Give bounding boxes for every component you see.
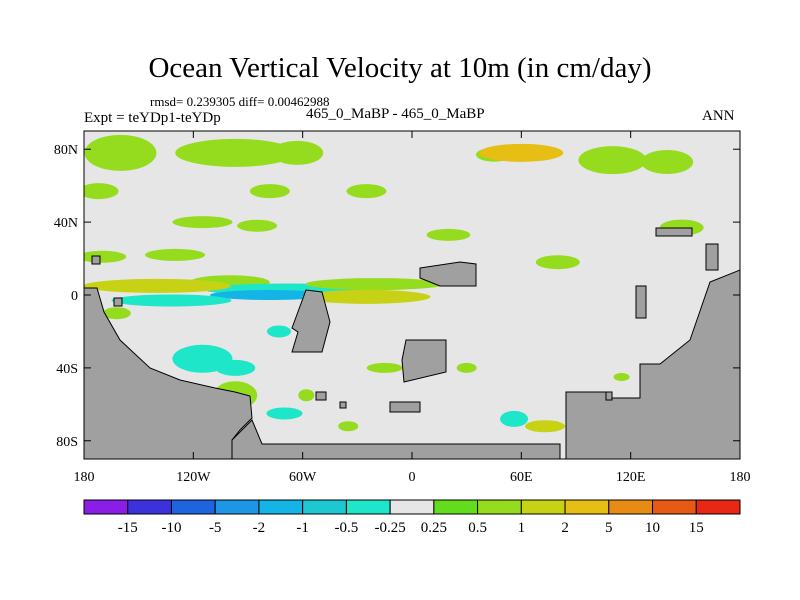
- land-mass: [635, 285, 647, 319]
- legend-label: 5: [605, 520, 613, 536]
- experiment-label: Expt = teYDp1-teYDp: [84, 110, 221, 126]
- legend-swatch: [170, 499, 216, 515]
- field-anomaly: [102, 307, 131, 320]
- land-mass: [231, 419, 561, 459]
- field-anomaly: [145, 248, 206, 261]
- field-anomaly: [84, 278, 231, 293]
- legend-label: 15: [689, 520, 704, 536]
- field-anomaly: [209, 290, 330, 300]
- legend-label: -15: [118, 520, 138, 536]
- field-anomaly: [366, 362, 403, 373]
- legend-swatch: [345, 499, 391, 515]
- field-anomaly: [346, 184, 387, 199]
- field-anomaly: [271, 140, 324, 165]
- y-tick-label: 40N: [54, 216, 78, 231]
- field-anomaly: [266, 325, 291, 338]
- land-mass: [605, 391, 613, 401]
- land-mass: [401, 339, 447, 383]
- case-label: 465_0_MaBP - 465_0_MaBP: [306, 106, 485, 122]
- legend-label: 2: [561, 520, 569, 536]
- stats-label: rmsd= 0.239305 diff= 0.00462988: [150, 94, 330, 109]
- field-anomaly: [456, 362, 477, 373]
- x-tick-label: 0: [409, 470, 416, 485]
- field-anomaly: [84, 134, 157, 171]
- field-anomaly: [563, 199, 592, 212]
- map-axes: 180 120W 60W 0 60E 120E 180 80N 40N 0 40S 80S: [54, 130, 751, 485]
- field-anomaly: [525, 420, 566, 433]
- field-anomaly: [84, 183, 119, 200]
- land-mass: [655, 227, 693, 237]
- land-mass: [113, 297, 123, 307]
- field-anomaly: [302, 289, 431, 304]
- field-anomaly: [84, 250, 127, 263]
- land-mass: [339, 401, 347, 409]
- legend-label: 10: [645, 520, 660, 536]
- legend-swatch: [652, 499, 697, 515]
- x-tick-label: 180: [730, 470, 751, 485]
- legend-swatch: [389, 499, 435, 515]
- legend-swatch: [127, 499, 172, 515]
- legend-label: 0.5: [468, 520, 487, 536]
- legend-swatch: [477, 499, 522, 515]
- field-anomaly: [525, 181, 554, 198]
- land-mass: [705, 243, 719, 271]
- chart-title: Ocean Vertical Velocity at 10m (in cm/da…: [148, 52, 652, 84]
- field-anomaly: [641, 149, 694, 174]
- x-tick-label: 60W: [289, 470, 317, 485]
- legend-label: -2: [253, 520, 266, 536]
- field-anomaly: [237, 219, 278, 232]
- legend-swatch: [258, 499, 304, 515]
- field-anomaly: [305, 278, 446, 291]
- land-mass: [291, 289, 331, 353]
- field-anomaly: [500, 410, 529, 427]
- field-anomaly: [266, 407, 303, 420]
- legend-label: -0.5: [335, 520, 359, 536]
- land-mass: [419, 261, 477, 287]
- y-tick-label: 40S: [56, 362, 78, 377]
- legend-label: -5: [209, 520, 222, 536]
- field-anomaly: [298, 389, 315, 402]
- field-anomaly: [479, 143, 564, 162]
- land-mass: [91, 255, 101, 265]
- legend-swatch: [608, 499, 654, 515]
- land-mass: [315, 391, 327, 401]
- y-tick-label: 0: [71, 289, 78, 304]
- legend-label: -10: [161, 520, 181, 536]
- y-tick-label: 80S: [56, 435, 78, 450]
- field-anomaly: [172, 216, 233, 229]
- field-anomaly: [338, 421, 359, 432]
- x-tick-label: 60E: [510, 470, 533, 485]
- legend-label: -1: [296, 520, 309, 536]
- field-anomaly: [535, 255, 580, 270]
- field-anomaly: [578, 146, 647, 175]
- x-tick-label: 120E: [616, 470, 646, 485]
- legend-swatch: [433, 499, 479, 515]
- legend-swatch: [695, 499, 741, 515]
- field-anomaly: [215, 359, 256, 376]
- legend-label: -0.25: [375, 520, 406, 536]
- y-tick-label: 80N: [54, 143, 78, 158]
- field-anomaly: [613, 373, 630, 381]
- legend-swatch: [564, 499, 610, 515]
- legend-swatch: [214, 499, 260, 515]
- x-tick-label: 180: [74, 470, 95, 485]
- legend-swatch: [83, 499, 129, 515]
- legend-swatch: [520, 499, 566, 515]
- x-tick-label: 120W: [176, 470, 211, 485]
- legend-swatch: [302, 499, 347, 515]
- legend-label: 0.25: [421, 520, 447, 536]
- land-mass: [389, 401, 421, 413]
- legend-label: 1: [518, 520, 526, 536]
- color-legend: -15 -10 -5 -2 -1 -0.5 -0.25 0.25 0.5 1 2 5 10 15: [83, 499, 741, 536]
- field-anomaly: [249, 184, 290, 199]
- field-anomaly: [111, 294, 232, 307]
- field-anomaly: [426, 228, 471, 241]
- season-label: ANN: [702, 108, 735, 124]
- field-anomaly: [175, 138, 296, 167]
- land-masses: [84, 227, 740, 459]
- field-anomaly: [598, 179, 663, 200]
- velocity-field: [84, 134, 704, 433]
